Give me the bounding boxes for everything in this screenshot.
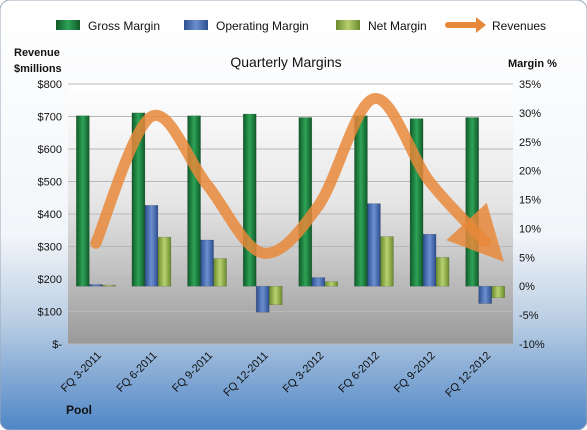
legend: Gross Margin Operating Margin Net Margin… [56,17,546,33]
right-tick-label: 0% [519,281,535,293]
right-tick-label: -5% [519,310,539,322]
left-tick-label: $800 [38,79,62,91]
legend-swatch-gross-margin [56,20,80,30]
net-margin-bar [268,285,283,305]
left-axis-title-line1: Revenue [14,47,60,59]
net-margin-bar [435,257,450,287]
left-tick-label: $700 [38,112,62,124]
revenues-line [90,93,504,262]
gross-margin-bar [298,117,313,287]
gross-margin-bar [465,117,479,287]
left-tick-label: $400 [38,209,62,221]
gross-margin-bar [187,115,201,287]
left-axis-title-line2: $millions [14,63,62,75]
right-tick-label: 20% [519,166,541,178]
gross-margin-bar [354,115,368,287]
left-tick-label: $200 [38,274,62,286]
gross-margin-bar [76,115,90,287]
left-tick-label: $300 [38,242,62,254]
legend-label-gross-margin: Gross Margin [88,19,160,33]
right-tick-label: 5% [519,252,535,264]
right-tick-label: 15% [519,195,541,207]
operating-margin-bar [311,277,326,287]
operating-margin-bar [478,285,492,304]
net-margin-bar [102,284,116,287]
right-tick-label: 10% [519,223,541,235]
net-margin-bar [491,285,505,299]
right-axis-title: Margin % [508,58,557,70]
gross-margin-bar [242,113,257,287]
right-tick-label: 25% [519,137,541,149]
right-tick-label: 30% [519,108,541,120]
operating-margin-bar [422,233,437,287]
operating-margin-bar [144,205,159,287]
operating-margin-bar [255,285,270,313]
right-tick-label: 35% [519,79,541,91]
operating-margin-bar [89,284,103,287]
legend-swatch-net-margin [336,20,360,30]
net-margin-bar [380,236,394,287]
legend-label-revenues: Revenues [492,19,546,33]
right-tick-label: -10% [519,339,545,351]
legend-swatch-operating-margin [184,20,208,30]
left-tick-label: $600 [38,144,62,156]
left-tick-label: $- [52,339,62,351]
net-margin-bar [213,258,227,287]
right-axis-ticks: -10% -5% 0% 5% 10% 15% 20% 25% 30% 35% [519,79,545,351]
revenue-line-series [90,93,504,262]
left-tick-label: $500 [38,177,62,189]
chart-title: Quarterly Margins [230,54,341,70]
left-tick-label: $100 [38,307,62,319]
legend-label-net-margin: Net Margin [368,19,427,33]
gross-margin-bar [131,112,146,287]
net-margin-bar [324,281,339,287]
operating-margin-bar [367,203,381,287]
operating-margin-bar [200,239,214,287]
legend-arrow-revenues [476,17,486,33]
legend-label-operating-margin: Operating Margin [216,19,309,33]
left-axis-ticks: $- $100 $200 $300 $400 $500 $600 $700 $800 [38,79,63,351]
bar-series [76,112,505,313]
net-margin-bar [157,236,172,287]
footer-label: Pool [66,403,92,417]
